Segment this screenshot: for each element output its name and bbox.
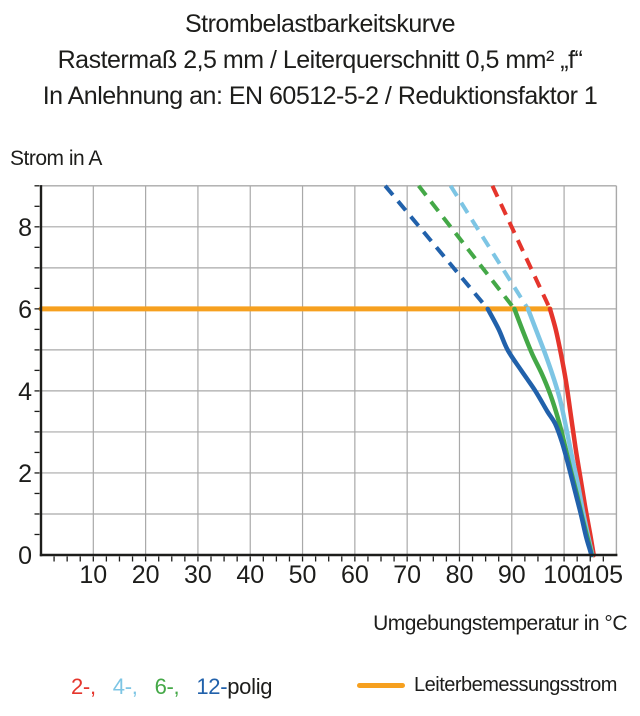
title-block: Strombelastbarkeitskurve Rastermaß 2,5 m… [0, 6, 640, 114]
x-tick-label: 90 [498, 561, 526, 589]
x-tick-label: 60 [341, 561, 369, 589]
y-tick-label: 2 [18, 460, 32, 488]
y-tick-label: 8 [18, 214, 32, 242]
rated-current-legend: Leiterbemessungsstrom [357, 674, 617, 697]
legend-pole-6-polig: 6-, [154, 674, 180, 699]
x-tick-label: 100 [543, 561, 585, 589]
x-axis-title: Umgebungstemperatur in °C [373, 612, 627, 635]
rated-line-swatch [357, 683, 405, 688]
y-tick-label: 6 [18, 296, 32, 324]
series-solid-12-polig [485, 306, 594, 558]
legend-pole-2-polig: 2-, [71, 674, 96, 699]
rated-current-label: Leiterbemessungsstrom [414, 674, 617, 696]
x-tick-label: 20 [132, 561, 160, 589]
legend-pole-12-polig: 12- [196, 674, 228, 699]
series-dashed-4-polig [448, 184, 530, 310]
y-tick-label: 4 [18, 378, 32, 406]
x-tick-label: 30 [184, 561, 212, 589]
x-tick-label: 105 [581, 561, 623, 589]
y-tick-label: 0 [18, 542, 32, 570]
poles-legend: 2-, 4-, 6-, 12- polig [71, 674, 273, 700]
x-tick-label: 40 [236, 561, 264, 589]
series-dashed-2-polig [490, 184, 552, 310]
poles-legend-items: 2-, 4-, 6-, 12- [71, 674, 228, 700]
poles-legend-suffix: polig [227, 674, 273, 699]
x-tick-label: 50 [289, 561, 317, 589]
y-axis-title: Strom in A [10, 147, 102, 170]
series-dashed-12-polig [383, 184, 490, 311]
legend-pole-4-polig: 4-, [112, 674, 138, 699]
title-line-2: Rastermaß 2,5 mm / Leiterquerschnitt 0,5… [57, 46, 583, 74]
title-line-3: In Anlehnung an: EN 60512-5-2 / Reduktio… [42, 82, 598, 110]
x-tick-label: 70 [393, 561, 421, 589]
x-tick-label: 80 [446, 561, 474, 589]
title-line-1: Strombelastbarkeitskurve [184, 10, 456, 38]
series-dashed-6-polig [417, 184, 516, 311]
x-tick-label: 10 [79, 561, 107, 589]
